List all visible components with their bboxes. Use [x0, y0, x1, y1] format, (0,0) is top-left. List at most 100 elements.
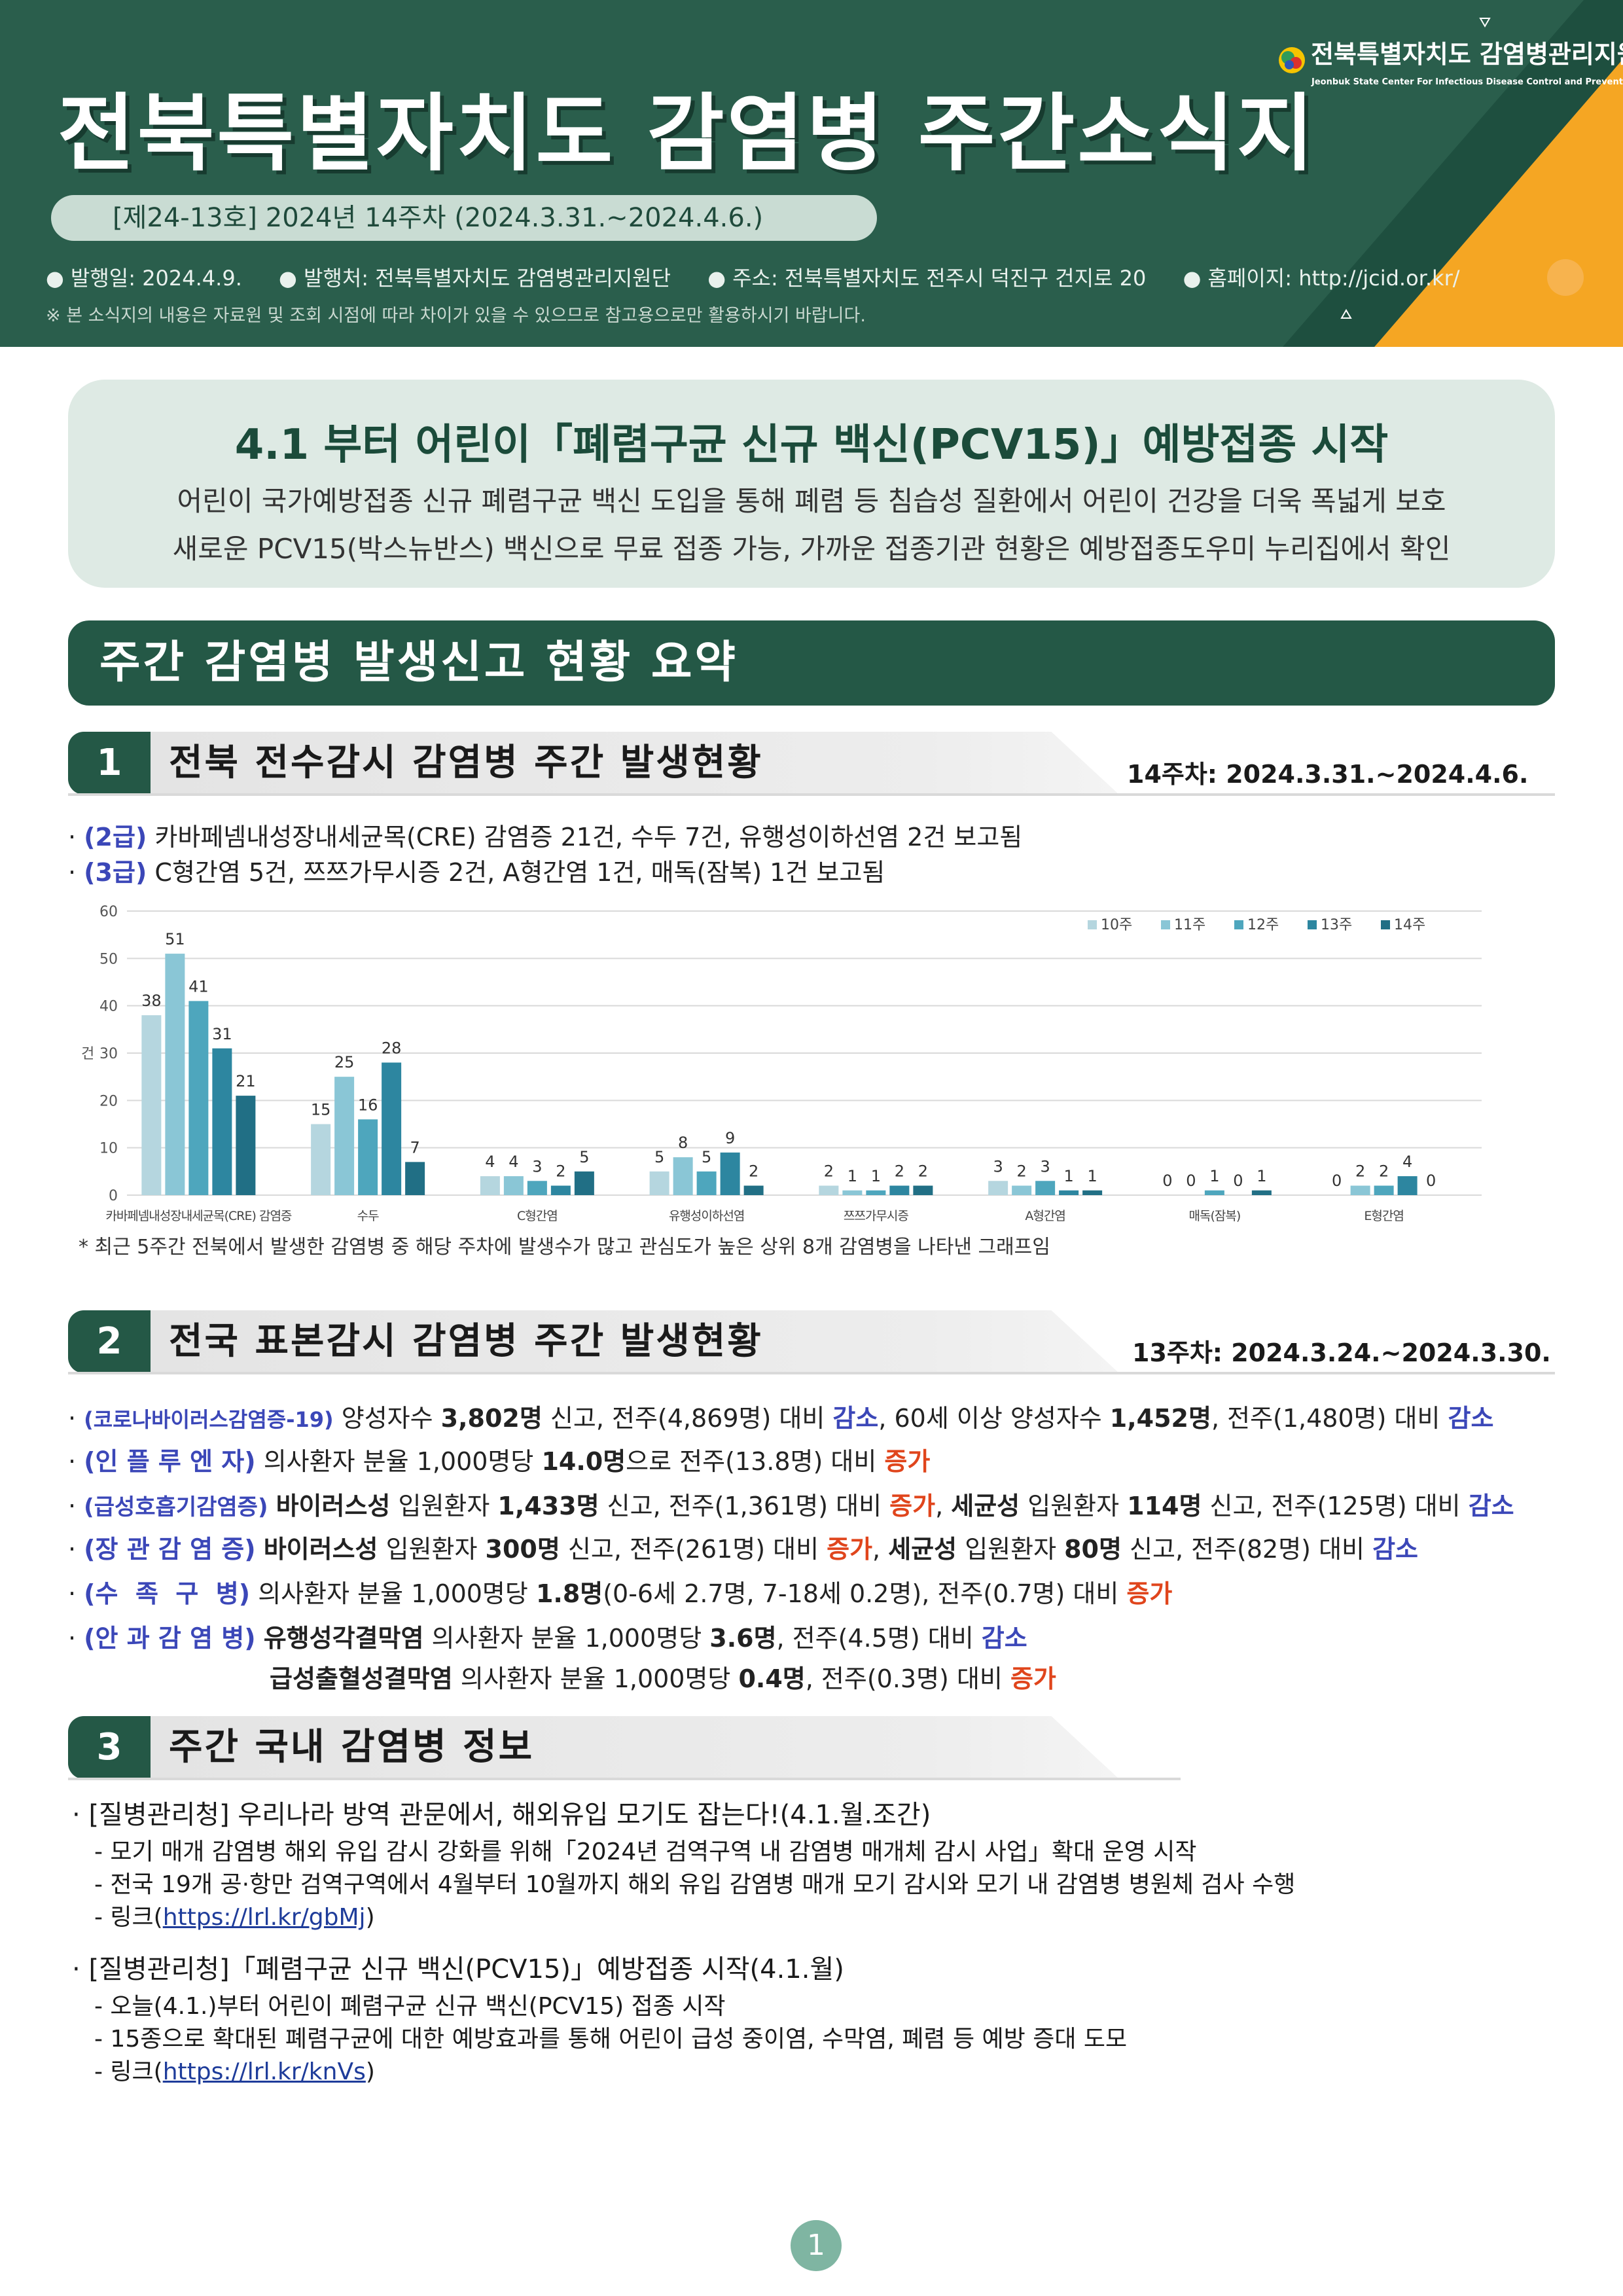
data-label: 0 — [1233, 1172, 1243, 1190]
header-banner: 전북특별자치도 감염병관리지원단 Jeonbuk State Center Fo… — [0, 0, 1623, 347]
news-1-detail-1: - 모기 매개 감염병 해외 유입 감시 강화를 위해「2024년 검역구역 내… — [94, 1839, 1197, 1865]
data-label: 38 — [141, 992, 162, 1010]
section-1-title: 전북 전수감시 감염병 주간 발생현황 — [151, 732, 1119, 795]
data-label: 25 — [334, 1053, 355, 1071]
data-label: 1 — [847, 1167, 857, 1185]
section-1-bullet-1: · (2급) 카바페넴내성장내세균목(CRE) 감염증 21건, 수두 7건, … — [68, 823, 1023, 852]
bar — [1350, 1185, 1370, 1195]
section-1-number: 1 — [68, 732, 151, 795]
legend-swatch — [1161, 920, 1170, 929]
y-axis-label: 건 — [81, 1046, 94, 1062]
x-category-label: 쯔쯔가무시증 — [844, 1209, 908, 1223]
address: ● 주소: 전북특별자치도 전주시 덕진구 건지로 20 — [707, 266, 1147, 291]
section-1-divider — [68, 793, 1555, 796]
data-label: 8 — [678, 1134, 688, 1152]
x-category-label: A형간염 — [1025, 1209, 1065, 1223]
data-label: 1 — [1087, 1167, 1097, 1185]
bar — [696, 1171, 717, 1195]
bar — [819, 1185, 839, 1195]
publication-info: ● 발행일: 2024.4.9. ● 발행처: 전북특별자치도 감염병관리지원단 ●… — [46, 262, 1490, 292]
bar — [141, 1015, 162, 1195]
issue-badge: [제24-13호] 2024년 14주차 (2024.3.31.~2024.4.… — [51, 195, 877, 241]
y-tick-label: 60 — [99, 904, 118, 920]
news-1-link[interactable]: https://lrl.kr/gbMj — [162, 1904, 366, 1931]
disease-label: (급성호흡기감염증) — [84, 1494, 268, 1520]
data-label: 1 — [1209, 1167, 1219, 1185]
data-label: 4 — [508, 1153, 518, 1171]
org-logo: 전북특별자치도 감염병관리지원단 Jeonbuk State Center Fo… — [1276, 34, 1623, 87]
headline-box: 4.1 부터 어린이「폐렴구균 신규 백신(PCV15)」예방접종 시작 어린이… — [68, 380, 1555, 588]
bar — [550, 1185, 571, 1195]
disease-label: (수 족 구 병) — [84, 1579, 251, 1608]
data-label: 5 — [654, 1148, 664, 1166]
summary-heading: 주간 감염병 발생신고 현황 요약 — [68, 620, 1555, 706]
data-label: 4 — [485, 1153, 495, 1171]
legend-swatch — [1308, 920, 1317, 929]
data-label: 2 — [1379, 1162, 1389, 1181]
section-2-title: 전국 표본감시 감염병 주간 발생현황 — [151, 1310, 1119, 1373]
publisher: ● 발행처: 전북특별자치도 감염병관리지원단 — [279, 266, 671, 291]
news-2-title: · [질병관리청]「폐렴구균 신규 백신(PCV15)」예방접종 시작(4.1.… — [72, 1954, 844, 1984]
data-label: 51 — [165, 930, 185, 948]
section-2-divider — [68, 1372, 1555, 1374]
page-number: 1 — [791, 2220, 842, 2271]
publish-date: ● 발행일: 2024.4.9. — [46, 266, 242, 291]
bar — [188, 1001, 209, 1195]
y-tick-label: 10 — [99, 1141, 118, 1157]
section-3-divider — [68, 1778, 1181, 1780]
legend-label: 12주 — [1247, 917, 1279, 933]
legend-label: 13주 — [1321, 917, 1352, 933]
data-label: 15 — [311, 1101, 331, 1119]
legend-label: 14주 — [1394, 917, 1425, 933]
news-2-link-line: - 링크(https://lrl.kr/knVs) — [94, 2058, 375, 2085]
y-tick-label: 0 — [109, 1188, 118, 1204]
bar — [574, 1171, 594, 1195]
x-category-label: 카바페넴내성장내세균목(CRE) 감염증 — [105, 1209, 292, 1223]
data-label: 2 — [918, 1162, 928, 1181]
data-label: 0 — [1186, 1172, 1196, 1190]
bar — [1082, 1190, 1103, 1195]
data-label: 2 — [1016, 1162, 1026, 1181]
section-2-number: 2 — [68, 1310, 151, 1373]
data-label: 3 — [532, 1157, 542, 1175]
x-category-label: E형간염 — [1364, 1209, 1403, 1223]
data-label: 28 — [382, 1039, 402, 1057]
y-tick-label: 50 — [99, 951, 118, 967]
data-label: 3 — [993, 1157, 1003, 1175]
news-2-detail-2: - 15종으로 확대된 폐렴구균에 대한 예방효과를 통해 어린이 급성 중이염… — [94, 2026, 1128, 2053]
logo-name-en: Jeonbuk State Center For Infectious Dise… — [1311, 77, 1623, 87]
grade-label: (2급) — [84, 823, 147, 852]
bar — [889, 1185, 910, 1195]
legend-label: 11주 — [1174, 917, 1205, 933]
headline-title: 4.1 부터 어린이「폐렴구균 신규 백신(PCV15)」예방접종 시작 — [234, 421, 1389, 469]
bar — [673, 1157, 693, 1195]
x-category-label: 수두 — [357, 1209, 379, 1223]
bar — [480, 1176, 500, 1195]
enteric-row: · (장 관 감 염 증) 바이러스성 입원환자 300명 신고, 전주(261… — [68, 1535, 1418, 1564]
bar — [165, 954, 185, 1195]
eye-infection-row: · (안 과 감 염 병) 유행성각결막염 의사환자 분율 1,000명당 3.… — [68, 1624, 1027, 1653]
data-label: 7 — [410, 1138, 419, 1157]
news-1-title: · [질병관리청] 우리나라 방역 관문에서, 해외유입 모기도 잡는다!(4.… — [72, 1800, 931, 1830]
logo-name-ko: 전북특별자치도 감염병관리지원단 — [1311, 40, 1623, 69]
y-tick-label: 30 — [99, 1046, 118, 1062]
homepage-link[interactable]: ● 홈페이지: http://jcid.or.kr/ — [1183, 266, 1460, 291]
data-label: 0 — [1332, 1172, 1342, 1190]
influenza-row: · (인 플 루 엔 자) 의사환자 분율 1,000명당 14.0명으로 전주… — [68, 1447, 931, 1476]
disease-label: (인 플 루 엔 자) — [84, 1447, 256, 1476]
bar — [212, 1048, 232, 1195]
news-2-link[interactable]: https://lrl.kr/knVs — [162, 2058, 366, 2085]
bar — [743, 1185, 764, 1195]
legend-swatch — [1381, 920, 1390, 929]
newsletter-title: 전북특별자치도 감염병 주간소식지 — [58, 85, 1317, 183]
bar — [842, 1190, 863, 1195]
data-label: 21 — [236, 1072, 256, 1090]
data-label: 9 — [725, 1129, 735, 1147]
bar — [1397, 1176, 1418, 1195]
section-2-week: 13주차: 2024.3.24.~2024.3.30. — [1132, 1338, 1551, 1367]
logo-icon — [1279, 46, 1305, 73]
y-tick-label: 40 — [99, 999, 118, 1015]
covid-row: · (코로나바이러스감염증-19) 양성자수 3,802명 신고, 전주(4,8… — [68, 1404, 1494, 1433]
x-category-label: C형간염 — [517, 1209, 558, 1223]
bar — [405, 1162, 425, 1195]
